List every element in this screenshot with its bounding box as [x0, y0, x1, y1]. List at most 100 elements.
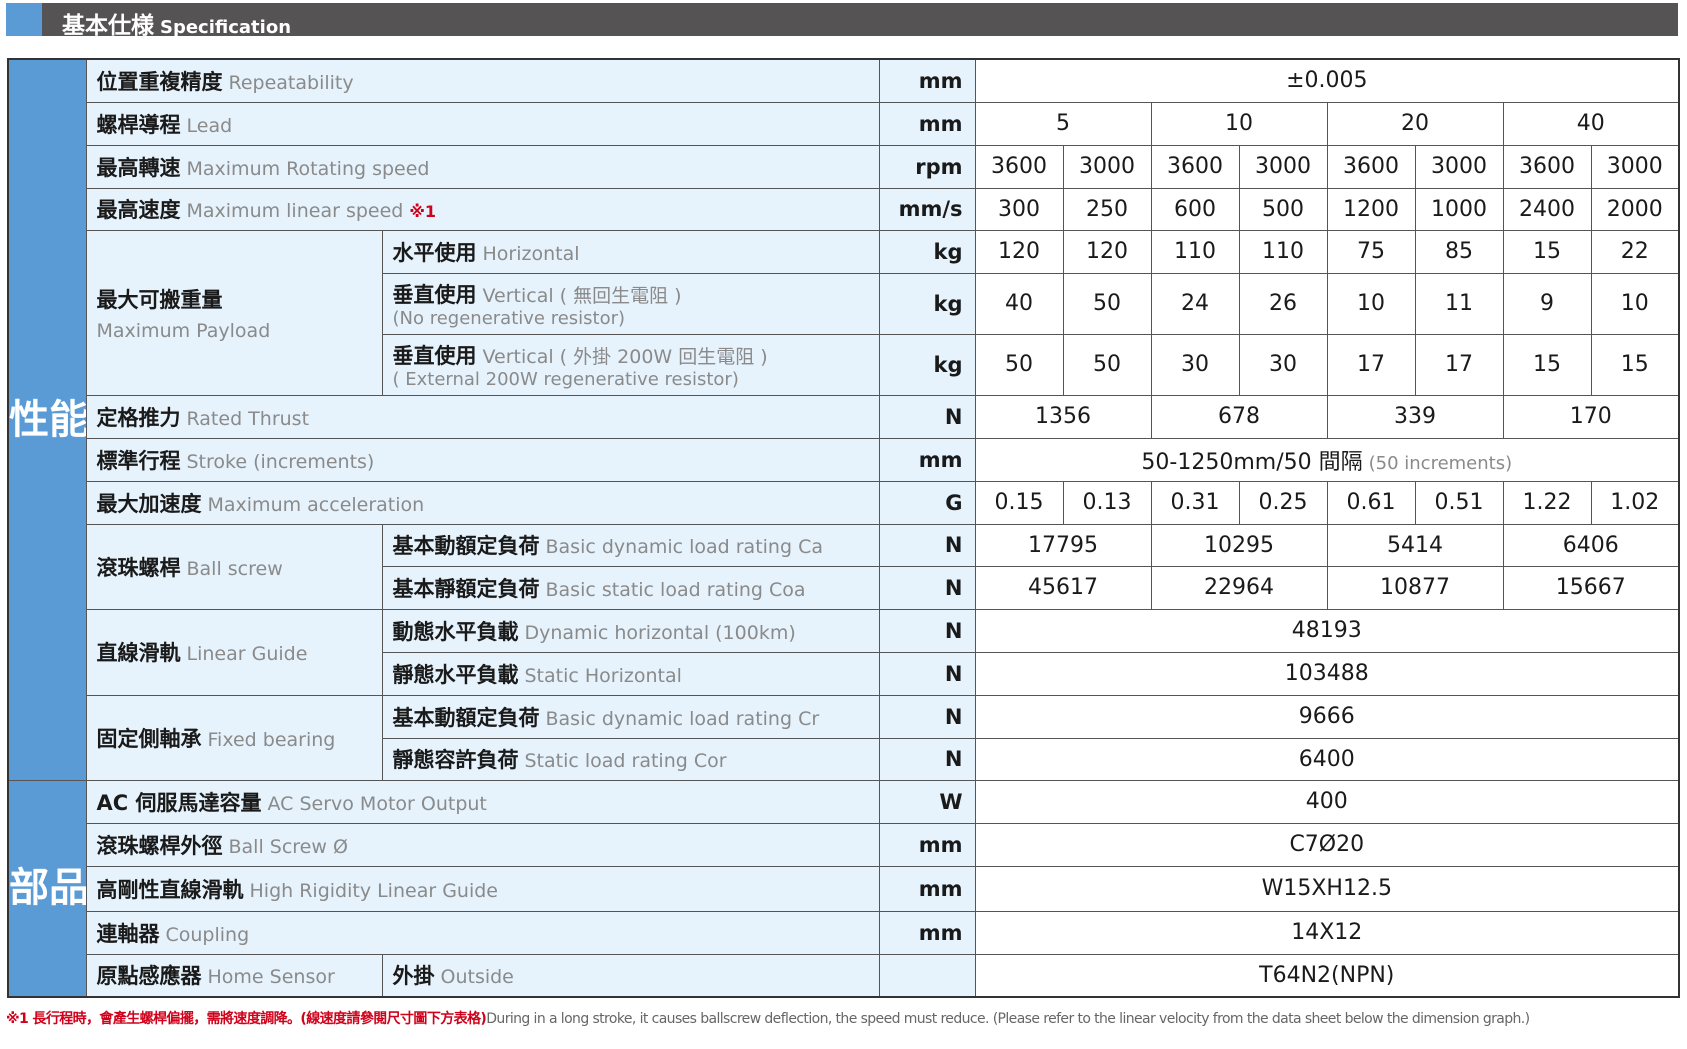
- row-label: 滾珠螺桿外徑 Ball Screw Ø: [85, 822, 880, 867]
- section-title: 性能: [9, 396, 86, 443]
- value-cell: 6400: [974, 737, 1680, 781]
- value-text: 10: [1225, 111, 1253, 136]
- value-text: 2000: [1606, 196, 1663, 222]
- value-cell: 40: [974, 272, 1064, 335]
- table-row: 標準行程 Stroke (increments) mm 50-1250mm/50 間隔…: [8, 437, 1680, 482]
- value-text: C7Ø20: [1289, 832, 1365, 857]
- value-cell: 22964: [1150, 565, 1328, 610]
- label-zh: 螺桿導程: [96, 112, 181, 137]
- value-cell: 1200: [1326, 187, 1416, 231]
- value-text: 3600: [991, 154, 1047, 179]
- value-text: 30: [1269, 352, 1297, 377]
- row-label: 動態水平負載 Dynamic horizontal (100km): [381, 608, 880, 653]
- row-label: 定格推力 Rated Thrust: [85, 394, 880, 439]
- header-accent: [6, 3, 42, 36]
- label-en: Basic static load rating Coa: [545, 578, 806, 601]
- value-text: 110: [1262, 239, 1304, 264]
- table-row: 固定側軸承 Fixed bearing 基本動額定負荷 Basic dynamic l…: [8, 694, 1680, 781]
- value-text: 30: [1181, 352, 1209, 377]
- label-en-sub: ( External 200W regenerative resistor): [392, 368, 739, 390]
- value-text: 10295: [1204, 532, 1274, 558]
- value-cell: 30: [1238, 333, 1328, 396]
- label-en: Stroke (increments): [186, 450, 375, 473]
- value-cell: 14X12: [974, 910, 1680, 955]
- value-cell: 17: [1414, 333, 1504, 396]
- value-text: 3600: [1167, 154, 1223, 179]
- label-en: Maximum Rotating speed: [186, 157, 430, 180]
- section-title: 部品: [9, 865, 86, 912]
- table-row: 滾珠螺桿 Ball screw 基本動額定負荷 Basic dynamic load …: [8, 523, 1680, 610]
- value-cell: 0.15: [974, 480, 1064, 525]
- value-cell: ±0.005: [974, 58, 1680, 103]
- value-text: 2400: [1519, 196, 1575, 222]
- value-text: 22: [1620, 239, 1649, 264]
- value-text: W15XH12.5: [1261, 876, 1392, 901]
- label-zh: 靜態容許負荷: [392, 748, 519, 772]
- table-row: 垂直使用 Vertical ( 無回生電阻 ) (No regenerative r…: [8, 272, 1680, 335]
- value-cell: 50: [974, 333, 1064, 396]
- table-row: 最大可搬重量 Maximum Payload 水平使用 Horizontal kg 120…: [8, 229, 1680, 396]
- row-label: AC 伺服馬達容量 AC Servo Motor Output: [85, 779, 880, 824]
- value-text: 3600: [1343, 154, 1399, 179]
- value-text: 0.15: [994, 490, 1044, 515]
- value-text: 17795: [1028, 532, 1098, 558]
- row-label: 垂直使用 Vertical ( 無回生電阻 ) (No regenerative r…: [381, 272, 880, 335]
- label-en: Static Horizontal: [524, 664, 682, 687]
- value-text: 170: [1569, 404, 1612, 429]
- value-cell: 300: [974, 187, 1064, 231]
- value-cell: 5414: [1326, 523, 1504, 567]
- table-row: 基本靜額定負荷 Basic static load rating Coa N 4561…: [8, 565, 1680, 610]
- value-text: 0.25: [1258, 490, 1308, 515]
- table-row: 螺桿導程 Lead mm 5 10 20 40: [8, 101, 1680, 146]
- unit-cell: mm: [878, 865, 976, 912]
- label-zh: 最高速度: [96, 198, 181, 222]
- value-cell: 20: [1326, 101, 1504, 146]
- value-cell: 26: [1238, 272, 1328, 335]
- value-text: T64N2(NPN): [1259, 962, 1395, 988]
- group-label: 滾珠螺桿 Ball screw: [85, 523, 383, 610]
- value-cell: 120: [974, 229, 1064, 274]
- value-cell: 50-1250mm/50 間隔 (50 increments): [974, 437, 1680, 482]
- value-cell: 3000: [1238, 144, 1328, 189]
- value-cell: C7Ø20: [974, 822, 1680, 867]
- value-cell: 30: [1150, 333, 1240, 396]
- row-label: 水平使用 Horizontal: [381, 229, 880, 274]
- label-zh: 最高轉速: [96, 155, 181, 180]
- value-text: 10: [1620, 291, 1649, 316]
- label-en: Home Sensor: [207, 966, 335, 989]
- value-text: 50: [1005, 352, 1033, 377]
- label-en: Horizontal: [482, 242, 580, 265]
- label-zh: AC 伺服馬達容量: [96, 790, 262, 815]
- value-cell: T64N2(NPN): [974, 953, 1680, 998]
- unit-cell: mm: [878, 437, 976, 482]
- row-label: 最大加速度 Maximum acceleration: [85, 480, 880, 525]
- label-zh: 連軸器: [96, 921, 160, 946]
- value-cell: 9666: [974, 694, 1680, 739]
- label-en: Linear Guide: [186, 643, 308, 665]
- value-text: 11: [1445, 291, 1473, 316]
- value-text: 250: [1086, 196, 1128, 222]
- value-text: 17: [1445, 352, 1473, 377]
- label-zh: 最大加速度: [96, 491, 202, 516]
- value-text: 15: [1533, 352, 1561, 377]
- label-en: High Rigidity Linear Guide: [249, 879, 498, 902]
- value-cell: 3600: [974, 144, 1064, 189]
- label-en: Basic dynamic load rating Cr: [545, 707, 820, 730]
- value-cell: 0.31: [1150, 480, 1240, 525]
- value-cell: 9: [1502, 272, 1592, 335]
- label-en: Fixed bearing: [207, 728, 336, 751]
- unit-cell: mm: [878, 101, 976, 146]
- unit-cell: mm: [878, 910, 976, 955]
- unit-cell: W: [878, 779, 976, 824]
- label-zh: 水平使用: [392, 240, 477, 265]
- label-en: Repeatability: [228, 71, 354, 94]
- label-zh: 定格推力: [96, 405, 181, 430]
- row-label: 外掛 Outside: [381, 953, 880, 998]
- value-text: 3000: [1079, 154, 1135, 179]
- value-cell: 15667: [1502, 565, 1680, 610]
- unit-cell: N: [878, 651, 976, 696]
- unit-cell: N: [878, 394, 976, 439]
- section-title: 基本仕様 Specification: [62, 13, 292, 39]
- value-cell: 15: [1502, 229, 1592, 274]
- value-text: 9666: [1298, 704, 1355, 729]
